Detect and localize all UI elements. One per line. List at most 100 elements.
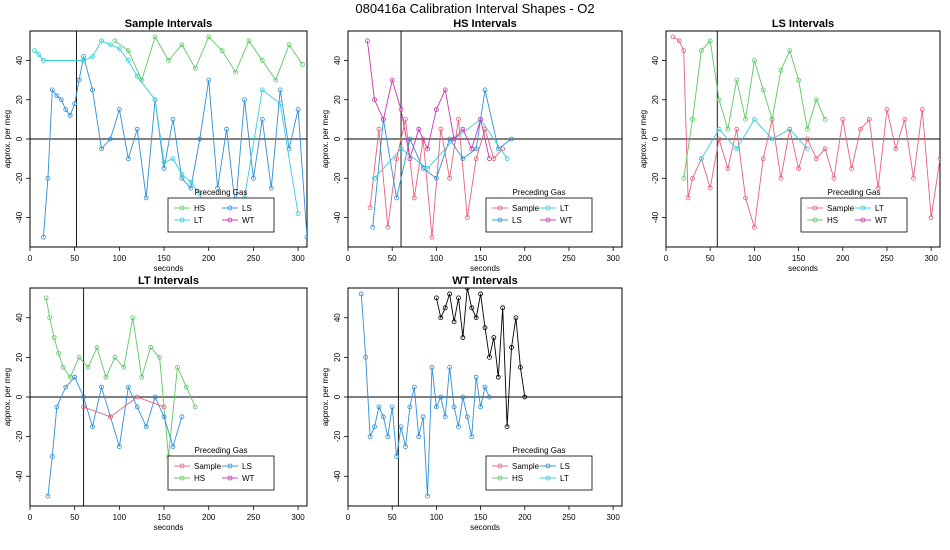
y-tick-label: -40 [15,211,24,223]
data-point [469,146,475,152]
data-point [192,65,198,71]
y-tick-label: -40 [651,211,660,223]
data-point [884,107,890,112]
data-point [460,335,466,340]
data-point [805,126,810,132]
x-tick-label: 300 [606,513,620,522]
data-layer [30,288,307,506]
legend-marker [812,217,818,223]
x-axis-label: seconds [470,523,500,532]
y-tick-label: -20 [333,172,342,184]
data-point [681,48,687,54]
y-axis-label: approx. per meg [321,110,330,168]
data-point [902,116,908,122]
data-point [438,394,444,400]
data-point [509,345,514,350]
data-point [796,77,801,83]
data-point [121,364,127,370]
data-point [491,156,497,162]
data-point [407,136,413,142]
legend-label-wt: WT [560,216,573,225]
data-point [456,424,461,430]
data-point [460,126,466,132]
legend-box [485,455,593,491]
legend-marker [179,217,185,223]
series-line-ls [360,293,490,497]
series-line-wt [435,288,526,427]
data-point [125,48,131,54]
data-point [157,354,162,360]
data-point [517,364,523,370]
data-point [170,156,176,162]
data-point [277,101,283,107]
data-point [473,315,479,321]
y-tick-label: -40 [15,470,24,482]
data-point [143,195,149,201]
series-line-sample [83,396,165,418]
data-point [866,116,872,122]
x-tick-label: 0 [346,513,351,522]
legend-label-wt: WT [875,216,888,225]
data-point [51,335,57,340]
y-axis-label: approx. per meg [639,110,648,168]
legend-marker [545,217,551,223]
data-point [219,48,225,54]
legend-label-sample: Sample [512,462,540,471]
legend-label-hs: HS [194,474,205,483]
data-point [743,116,748,122]
data-point [690,175,695,181]
x-tick-label: 100 [113,513,127,522]
x-tick-label: 250 [880,254,894,263]
data-point [416,126,422,132]
data-point [152,34,158,40]
data-point [831,175,837,181]
legend-label-hs: HS [827,216,838,225]
data-point [482,87,488,93]
data-point [469,434,475,440]
data-point [447,291,453,297]
data-point [224,126,229,132]
x-tick-label: 150 [157,254,171,263]
x-tick-label: 200 [202,254,216,263]
data-point [698,156,704,162]
data-point [161,414,167,420]
data-point [277,87,283,93]
data-point [760,87,766,93]
y-tick-label: -40 [333,211,342,223]
data-point [67,374,73,380]
data-point [398,146,404,152]
data-point [451,404,457,410]
data-point [893,146,899,152]
series-line-sample [369,119,504,238]
data-point [429,234,435,240]
y-axis-label: approx. per meg [3,368,12,426]
data-point [94,345,100,350]
data-point [372,424,377,430]
legend-marker [545,463,551,469]
data-point [522,394,528,400]
data-point [504,424,510,430]
data-point [259,58,265,63]
y-axis-label: approx. per meg [3,110,12,168]
data-point [487,354,492,360]
data-point [420,414,426,420]
data-point [72,374,78,380]
data-point [286,42,292,48]
data-point [478,404,483,410]
data-point [67,113,73,118]
legend-marker [179,463,185,469]
data-point [751,116,757,122]
x-tick-label: 50 [388,254,397,263]
data-point [43,295,49,301]
data-point [90,54,95,59]
series-line-ls [372,89,512,228]
data-point [725,126,731,132]
data-point [403,444,408,449]
data-layer [348,288,622,506]
data-point [442,87,448,93]
legend-marker [179,205,185,211]
legend-label-sample: Sample [512,204,540,213]
y-tick-label: 40 [651,55,660,64]
series-line-hs [45,297,196,457]
data-point [250,175,256,181]
